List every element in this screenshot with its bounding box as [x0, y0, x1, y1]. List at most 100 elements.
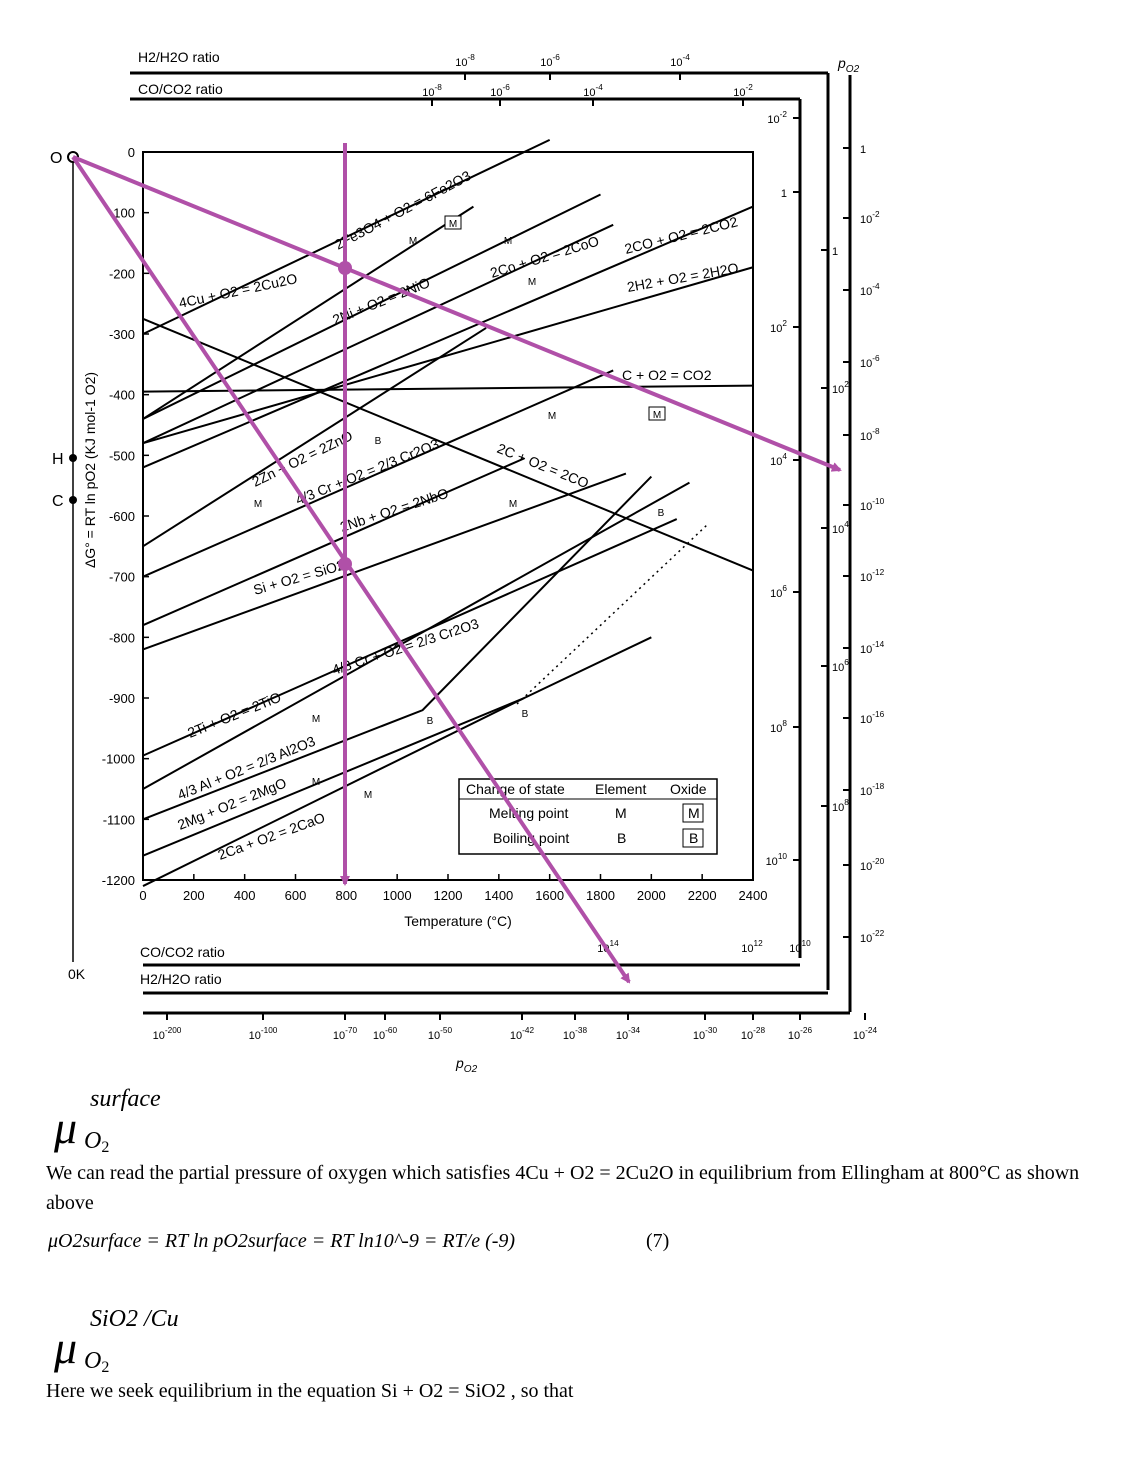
series-line-0 [142, 205, 474, 420]
marker-m-c: M [548, 411, 556, 422]
right-co-tick-label: 1010 [766, 852, 788, 868]
bottom-po2-tick-label: 10-26 [788, 1026, 813, 1042]
bottom-po2-tick-label: 10-42 [510, 1026, 535, 1042]
marker-m-co2: M [528, 277, 536, 288]
right-po2-tick-label: 10-14 [860, 640, 885, 656]
series-line-9 [142, 317, 754, 572]
paragraph-1: We can read the partial pressure of oxyg… [46, 1162, 1080, 1214]
zero-k-label: 0K [68, 966, 86, 982]
bottom-po2-tick-label: 10-70 [333, 1026, 358, 1042]
si-intersection-point [338, 557, 352, 571]
y-tick-label: -1200 [102, 873, 135, 888]
equation-7-number: (7) [646, 1230, 670, 1252]
x-axis-label: Temperature (°C) [404, 913, 512, 929]
top-co-tick-label: 10-2 [733, 83, 753, 99]
right-co-tick-label: 1 [781, 188, 787, 200]
x-tick-label: 800 [335, 888, 357, 903]
legend-melting-oxide: M [688, 805, 700, 821]
y-tick-label: 0 [128, 145, 135, 160]
x-tick-label: 1600 [535, 888, 564, 903]
x-tick-label: 0 [139, 888, 146, 903]
marker-m-box-c [648, 406, 666, 421]
ellingham-diagram: H2/H2O ratio CO/CO2 ratio 10-8 10-6 10-4 1… [50, 49, 885, 1075]
marker-b-ca: B [522, 709, 529, 720]
x-tick-label: 1200 [434, 888, 463, 903]
series-line-12 [142, 518, 678, 757]
point-h-label: H [52, 451, 64, 468]
bottom-po2-label: pO2 [455, 1055, 478, 1075]
ca-boiling-dotted-extension [516, 524, 708, 705]
marker-m-box-fe [444, 215, 462, 230]
legend-header-state: Change of state [466, 781, 565, 797]
marker-m-mg: M [364, 790, 372, 801]
x-axis-ticks: 0 200 400 600 800 1000 1200 1400 1600 1800 2000 220… [139, 874, 767, 903]
marker-m-box-c-text: M [653, 410, 661, 421]
bottom-co-co2-ticks: 1014 1012 1010 [597, 939, 811, 955]
right-h2-h2o-ticks: 1 102 104 106 108 [821, 246, 849, 814]
x-tick-label: 200 [183, 888, 205, 903]
cu-intersection-point [338, 261, 352, 275]
bottom-co-tick-label: 1012 [741, 939, 763, 955]
bottom-po2-tick-label: 10-34 [616, 1026, 641, 1042]
legend-header-oxide: Oxide [670, 781, 707, 797]
y-tick-label: -400 [109, 388, 135, 403]
bottom-po2-tick-label: 10-100 [249, 1026, 278, 1042]
mu-symbol-2: μ [54, 1322, 78, 1373]
y-tick-label: -600 [109, 509, 135, 524]
equation-7-text: μO2surface = RT ln pO2surface = RT ln10^… [48, 1230, 516, 1252]
top-co-tick-label: 10-8 [422, 83, 442, 99]
legend-melting-element: M [615, 805, 627, 821]
marker-m-fe: M [409, 236, 417, 247]
top-co-tick-label: 10-4 [583, 83, 603, 99]
reaction-label-c-co2: C + O2 = CO2 [622, 367, 712, 383]
mu-sio2-sup: SiO2 /Cu [90, 1306, 179, 1332]
reaction-label-h2: 2H2 + O2 = 2H2O [626, 260, 740, 295]
reaction-label-cr-lower: 4/3 Cr + O2 = 2/3 Cr2O3 [330, 615, 481, 678]
series-line-2 [142, 193, 601, 420]
reaction-label-group: 2Fe3O4 + O2 = 6Fe2O3 4Cu + O2 = 2Cu2O 2N… [175, 167, 740, 863]
top-co-tick-label: 10-6 [490, 83, 510, 99]
series-line-3 [142, 223, 614, 445]
right-h2-tick-label: 106 [832, 658, 849, 674]
x-tick-label: 400 [234, 888, 256, 903]
right-po2-tick-label: 10-6 [860, 354, 880, 370]
bottom-h2-h2o-label: H2/H2O ratio [140, 971, 222, 987]
x-tick-label: 2000 [637, 888, 666, 903]
marker-m-co: M [504, 236, 512, 247]
point-c-marker [69, 496, 77, 504]
right-co-tick-label: 10-2 [767, 110, 787, 126]
marker-b-zn: B [375, 436, 382, 447]
bottom-po2-tick-label: 10-60 [373, 1026, 398, 1042]
right-po2-tick-label: 10-4 [860, 282, 880, 298]
reaction-label-nb: 2Nb + O2 = 2NbO [338, 485, 450, 535]
point-c-label: C [52, 493, 64, 510]
legend-boiling-oxide: B [689, 830, 698, 846]
right-po2-tick-label: 10-18 [860, 782, 885, 798]
bottom-po2-ticks: 10-200 10-100 10-70 10-60 10-50 10-42 10-38 10-… [153, 1013, 878, 1042]
point-o-label: O [50, 150, 62, 167]
point-h-marker [69, 454, 77, 462]
series-line-6 [142, 384, 754, 393]
top-co-co2-ticks: 10-8 10-6 10-4 10-2 [422, 83, 753, 106]
legend-boiling-oxide-box [682, 828, 704, 848]
mu-sio2-sub: O2 [84, 1348, 110, 1376]
bottom-po2-tick-label: 10-50 [428, 1026, 453, 1042]
equation-7: μO2surface = RT ln pO2surface = RT ln10^… [48, 1230, 515, 1253]
series-line-8 [142, 369, 614, 578]
y-axis-ticks: 0-100-200-300-400-500-600-700-800-900-10… [102, 145, 149, 888]
phase-markers: M M M M B M M M M B M B B M M [254, 215, 666, 801]
series-line-4 [142, 205, 754, 469]
reaction-label-fe: 2Fe3O4 + O2 = 6Fe2O3 [332, 167, 474, 252]
mu-surface-symbol: μ surface O2 [54, 1087, 254, 1160]
bottom-po2-tick-label: 10-24 [853, 1026, 878, 1042]
right-po2-tick-label: 1 [860, 144, 866, 156]
right-h2-tick-label: 108 [832, 798, 849, 814]
si-oxygen-line-arrow [71, 155, 631, 984]
series-line-14 [142, 475, 653, 821]
legend-melting-label: Melting point [489, 805, 568, 821]
legend-boiling-element: B [617, 830, 626, 846]
right-h2-tick-label: 102 [832, 380, 849, 396]
y-tick-label: -500 [109, 448, 135, 463]
marker-b-si: B [658, 508, 665, 519]
right-co-tick-label: 104 [770, 452, 787, 468]
